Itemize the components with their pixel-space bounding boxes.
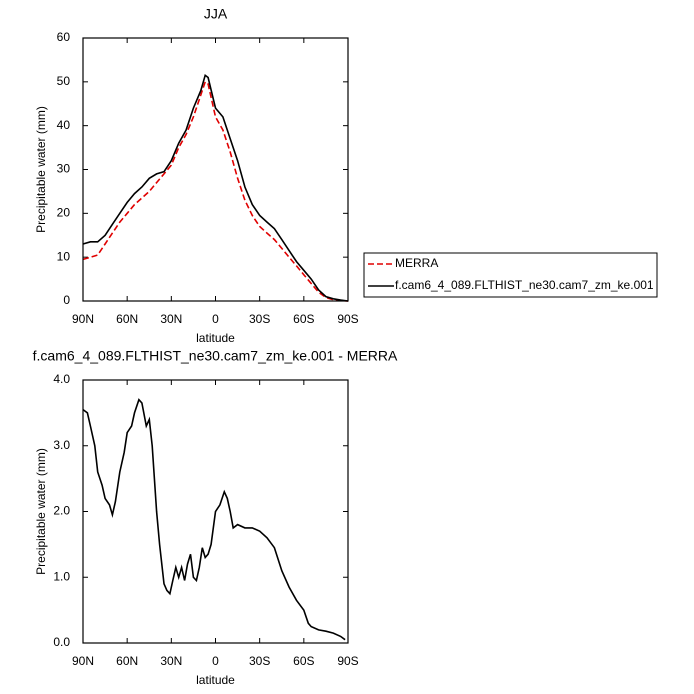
y-tick-label: 3.0 — [53, 438, 70, 452]
series-line — [82, 398, 346, 641]
chart-title: f.cam6_4_089.FLTHIST_ne30.cam7_zm_ke.001… — [33, 348, 398, 364]
series-line — [82, 73, 349, 302]
x-tick-label: 90N — [72, 654, 94, 668]
y-axis-label: Precipitable water (mm) — [34, 448, 48, 575]
y-tick-label: 40 — [57, 118, 71, 132]
chart-title: JJA — [204, 6, 228, 22]
y-tick-label: 0.0 — [53, 635, 70, 649]
x-tick-label: 30S — [249, 654, 270, 668]
x-tick-label: 0 — [212, 654, 219, 668]
legend-label: f.cam6_4_089.FLTHIST_ne30.cam7_zm_ke.001 — [395, 278, 654, 292]
legend-label: MERRA — [395, 256, 438, 270]
y-tick-label: 60 — [57, 30, 71, 44]
y-tick-label: 20 — [57, 206, 71, 220]
x-tick-label: 90S — [337, 654, 358, 668]
x-tick-label: 0 — [212, 312, 219, 326]
x-tick-label: 30N — [160, 312, 182, 326]
x-tick-label: 90N — [72, 312, 94, 326]
x-tick-label: 90S — [337, 312, 358, 326]
x-tick-label: 30S — [249, 312, 270, 326]
y-axis-label: Precipitable water (mm) — [34, 106, 48, 233]
legend-box — [363, 252, 658, 298]
x-tick-label: 30N — [160, 654, 182, 668]
y-tick-label: 1.0 — [53, 569, 70, 583]
x-tick-label: 60S — [293, 654, 314, 668]
plot-frame — [82, 37, 349, 302]
x-tick-label: 60N — [116, 654, 138, 668]
y-tick-label: 10 — [57, 249, 71, 263]
x-axis-label: latitude — [196, 331, 235, 345]
plot-frame — [82, 379, 349, 644]
y-tick-label: 30 — [57, 162, 71, 176]
y-tick-label: 0 — [63, 293, 70, 307]
x-tick-label: 60N — [116, 312, 138, 326]
x-axis-label: latitude — [196, 673, 235, 687]
y-tick-label: 2.0 — [53, 504, 70, 518]
y-tick-label: 50 — [57, 74, 71, 88]
x-tick-label: 60S — [293, 312, 314, 326]
series-line — [82, 80, 349, 302]
y-tick-label: 4.0 — [53, 372, 70, 386]
